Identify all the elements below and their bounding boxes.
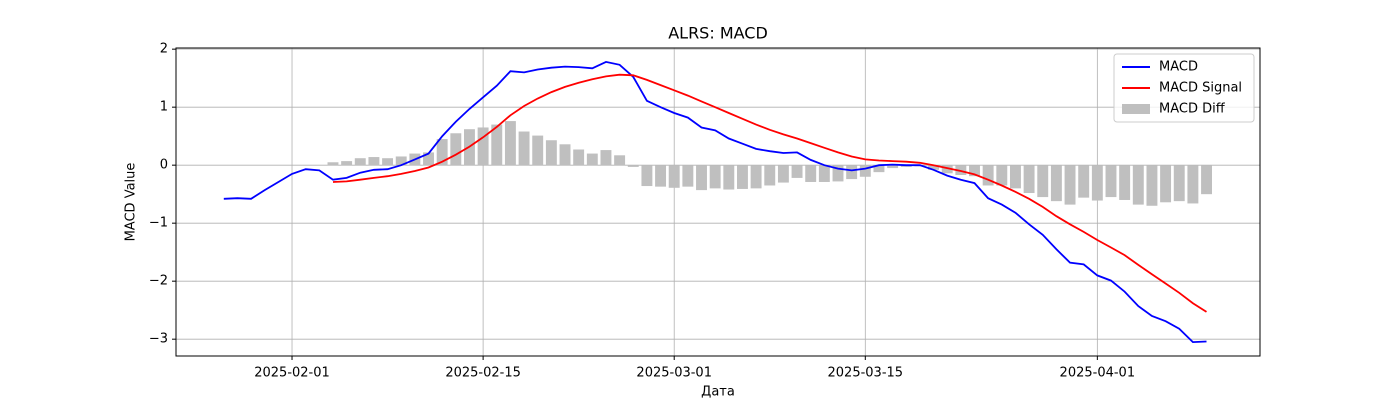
bar [682,165,694,187]
bar [641,165,653,187]
bar [477,127,489,166]
bar [1105,165,1117,198]
bar [982,165,994,186]
bar [1132,165,1144,205]
bar [600,150,612,166]
bar [614,155,626,166]
x-tick-label: 2025-02-01 [254,366,330,381]
bar [1023,165,1035,194]
x-axis-label: Дата [701,385,735,400]
bar [969,165,980,177]
bar [791,165,803,178]
x-tick-label: 2025-04-01 [1060,366,1136,381]
bar [436,139,448,166]
legend-swatch [1122,104,1150,114]
bar [1119,165,1131,200]
bar [627,165,639,167]
bar [395,156,407,166]
bar [504,121,516,166]
bar [709,165,721,189]
y-axis-label: MACD Value [124,163,139,242]
x-tick-label: 2025-02-15 [445,366,521,381]
bar [1146,165,1158,206]
bar [1037,165,1049,198]
y-tick-label: −3 [149,332,168,347]
bar [1160,165,1172,203]
bar [491,124,503,166]
x-tick-label: 2025-03-15 [828,366,904,381]
bar [655,165,667,187]
bar [423,152,434,166]
bar [887,165,899,169]
bar [1187,165,1199,204]
bar [846,165,858,180]
bar [1078,165,1090,198]
y-tick-label: 0 [160,158,168,173]
bar [518,131,530,166]
bar [696,165,707,191]
bar [1201,165,1212,195]
bar [873,165,885,173]
bar [368,157,380,166]
bar [327,162,339,166]
bar [736,165,748,189]
bar [668,165,680,188]
bar [832,165,844,182]
y-tick-label: 2 [160,42,168,57]
bar [805,165,817,182]
bar [1173,165,1185,202]
legend-label: MACD [1159,60,1198,75]
bar [341,161,353,166]
bar [545,140,557,166]
bar [764,165,776,186]
bar [573,149,585,166]
y-tick-label: −2 [149,274,168,289]
y-tick-label: −1 [149,216,168,231]
bar [1064,165,1076,205]
x-tick-label: 2025-03-01 [636,366,712,381]
y-tick-label: 1 [160,100,168,115]
bar [1050,165,1062,202]
line [332,73,1207,313]
bar [354,158,366,166]
bar [941,165,953,174]
bar [1091,165,1103,201]
bar [532,135,544,166]
bar [818,165,830,182]
bar [777,165,789,183]
bar [723,165,735,190]
legend-label: MACD Signal [1159,81,1242,96]
bar [450,133,462,166]
bar [928,165,940,170]
bar [996,165,1008,186]
legend-label: MACD Diff [1159,102,1226,117]
line [223,60,1207,344]
bar [859,165,871,177]
bar [382,158,394,166]
bar [1009,165,1021,189]
chart-title: ALRS: MACD [668,24,768,43]
bar [750,165,762,189]
bar [559,144,571,166]
plot-frame [175,47,1261,357]
bar [586,153,598,166]
